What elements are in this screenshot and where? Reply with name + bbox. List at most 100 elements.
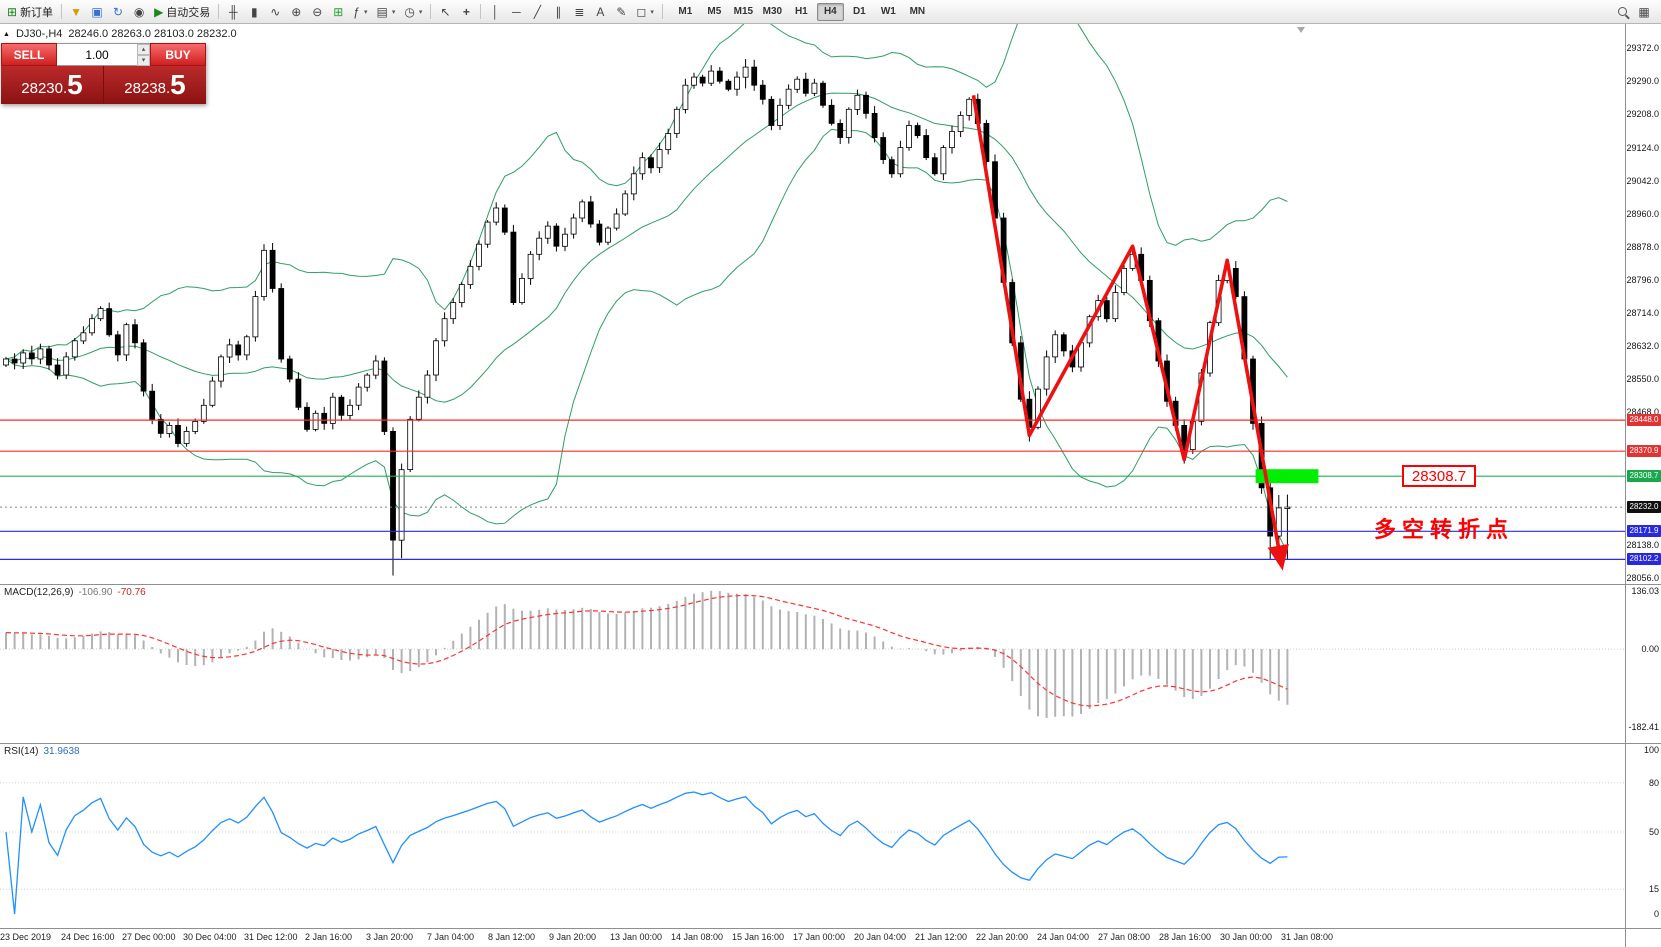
- text-button[interactable]: A: [590, 2, 610, 22]
- time-axis-label: 22 Jan 20:00: [976, 932, 1029, 942]
- timeframe-button-mn[interactable]: MN: [909, 6, 926, 17]
- rsi-canvas[interactable]: [0, 744, 1625, 928]
- filter-button[interactable]: ▼: [66, 2, 86, 22]
- timeframe-button-m15[interactable]: M15: [733, 6, 754, 17]
- timeframe-button-d1[interactable]: D1: [852, 6, 866, 17]
- price-axis-label: 28632.0: [1626, 341, 1659, 352]
- price-axis-label: 28878.0: [1626, 242, 1659, 253]
- support-highlight-box[interactable]: [1255, 469, 1319, 484]
- volume-up-button[interactable]: ▴: [137, 44, 150, 55]
- turning-point-annotation[interactable]: 多空转折点: [1374, 517, 1515, 542]
- candles: [3, 59, 1291, 576]
- time-axis-label: 27 Jan 08:00: [1098, 932, 1151, 942]
- candlestick-chart-button[interactable]: ▮: [244, 2, 264, 22]
- time-axis-label: 31 Jan 08:00: [1281, 932, 1334, 942]
- sell-button[interactable]: SELL: [1, 43, 57, 66]
- timeframe-button-m30[interactable]: M30: [762, 6, 783, 17]
- time-axis-label: 31 Dec 12:00: [244, 932, 298, 942]
- toolbar: ⊞ 新订单 ▼ ▣ ↻ ◉ ▶ 自动交易 ╫ ▮ ∿ ⊕ ⊖ ⊞ ƒ ▾ ▤ ▾ ◷…: [0, 0, 1661, 24]
- volume-value: 1.00: [85, 47, 109, 62]
- price-callout-box[interactable]: 28308.7: [1402, 465, 1476, 487]
- new-window-button[interactable]: ▦: [1634, 2, 1654, 22]
- clock-icon: ◷: [404, 4, 415, 19]
- chevron-down-icon: ▾: [391, 8, 396, 16]
- rsi-name: RSI(14): [4, 746, 39, 757]
- new-order-button[interactable]: ⊞ 新订单: [3, 2, 57, 22]
- timeframe-button-m5[interactable]: M5: [707, 6, 722, 17]
- price-axis-label: 29372.0: [1626, 43, 1659, 54]
- time-axis-label: 28 Jan 16:00: [1159, 932, 1212, 942]
- macd-canvas[interactable]: [0, 585, 1625, 743]
- templates-button[interactable]: ▤ ▾: [373, 2, 400, 22]
- label-button[interactable]: ✎: [611, 2, 631, 22]
- indicators-button[interactable]: ƒ ▾: [349, 2, 371, 22]
- refresh-button[interactable]: ↻: [108, 2, 128, 22]
- fibonacci-button[interactable]: ≣: [569, 2, 589, 22]
- crosshair-button[interactable]: +: [456, 2, 476, 22]
- price-chart-canvas[interactable]: [0, 24, 1625, 584]
- zoom-in-button[interactable]: ⊕: [286, 2, 306, 22]
- rsi-axis-label: 80: [1648, 777, 1659, 788]
- price-axis[interactable]: 29372.0 29290.0 29208.0 29124.0 29042.0 28960…: [1625, 24, 1661, 947]
- trendline-button[interactable]: ╱: [527, 2, 547, 22]
- period-dropdown-button[interactable]: ◷ ▾: [400, 2, 426, 22]
- price-axis-label: 28138.0: [1626, 539, 1659, 550]
- time-axis-label: 23 Dec 2019: [0, 932, 52, 942]
- time-axis[interactable]: 23 Dec 2019 24 Dec 16:00 27 Dec 00:00 30 De…: [0, 929, 1625, 947]
- volume-down-button[interactable]: ▾: [137, 55, 150, 66]
- buy-price[interactable]: 28238. 5: [104, 66, 206, 104]
- vertical-line-button[interactable]: │: [485, 2, 505, 22]
- bollinger-upper: [5, 24, 1288, 360]
- text-icon: A: [596, 4, 605, 19]
- cursor-button[interactable]: ↖: [435, 2, 455, 22]
- zoom-out-button[interactable]: ⊖: [307, 2, 327, 22]
- line-chart-icon: ∿: [270, 4, 281, 19]
- symbol-name: DJ30-,H4: [15, 28, 63, 40]
- horizontal-line-button[interactable]: ─: [506, 2, 526, 22]
- rsi-axis-label: 50: [1648, 827, 1659, 837]
- macd-axis-label: -182.41: [1628, 721, 1659, 732]
- layers-button[interactable]: ▣: [87, 2, 107, 22]
- time-axis-label: 13 Jan 00:00: [610, 932, 663, 942]
- zoom-in-icon: ⊕: [291, 4, 302, 19]
- timeframe-button-m1[interactable]: M1: [678, 6, 693, 17]
- price-badge: 28308.7: [1627, 470, 1661, 483]
- timeframe-group: M1 M5 M15 M30 H1 H4 D1 W1 MN: [671, 2, 932, 21]
- channel-icon: ∥: [555, 4, 562, 19]
- shapes-dropdown-button[interactable]: ◻ ▾: [632, 2, 657, 22]
- channel-button[interactable]: ∥: [548, 2, 568, 22]
- pane-separator[interactable]: [0, 743, 1661, 744]
- timeframe-button-h1[interactable]: H1: [794, 6, 808, 17]
- pane-separator[interactable]: [0, 928, 1661, 929]
- chart-symbol-header: ▲ DJ30-,H4 28246.0 28263.0 28103.0 28232…: [3, 28, 237, 40]
- price-axis-label: 28468.0: [1626, 407, 1659, 418]
- globe-button[interactable]: ◉: [129, 2, 149, 22]
- line-chart-button[interactable]: ∿: [265, 2, 285, 22]
- chevron-down-icon: ▾: [418, 8, 423, 16]
- tile-windows-button[interactable]: ⊞: [328, 2, 348, 22]
- zigzag-arrow[interactable]: [971, 95, 1289, 571]
- one-click-trading-panel: SELL 1.00 ▴ ▾ BUY 28230. 5 28238. 5: [1, 43, 206, 104]
- chart-shift-marker[interactable]: [1297, 27, 1305, 33]
- price-axis-label: 28960.0: [1626, 209, 1659, 220]
- time-axis-label: 3 Jan 20:00: [366, 932, 414, 942]
- sell-price[interactable]: 28230. 5: [1, 66, 104, 104]
- bollinger-lower: [5, 128, 1288, 554]
- search-button[interactable]: [1612, 2, 1632, 22]
- fibonacci-icon: ≣: [574, 4, 585, 19]
- volume-input[interactable]: 1.00 ▴ ▾: [57, 43, 150, 66]
- pane-separator[interactable]: [0, 584, 1661, 585]
- sell-price-main: 28230.: [21, 80, 68, 97]
- bar-chart-button[interactable]: ╫: [223, 2, 243, 22]
- timeframe-button-w1[interactable]: W1: [880, 6, 896, 17]
- timeframe-button-h4[interactable]: H4: [816, 2, 844, 21]
- tile-windows-icon: ⊞: [333, 4, 344, 19]
- bar-chart-icon: ╫: [229, 4, 238, 19]
- price-axis-label: 29208.0: [1626, 109, 1659, 120]
- rsi-axis-label: 15: [1648, 884, 1659, 895]
- toolbar-separator: [61, 4, 63, 19]
- symbol-ohlc: 28246.0 28263.0 28103.0 28232.0: [68, 28, 237, 40]
- buy-button[interactable]: BUY: [150, 43, 206, 66]
- auto-trading-button[interactable]: ▶ 自动交易: [150, 2, 214, 22]
- cursor-icon: ↖: [440, 4, 451, 19]
